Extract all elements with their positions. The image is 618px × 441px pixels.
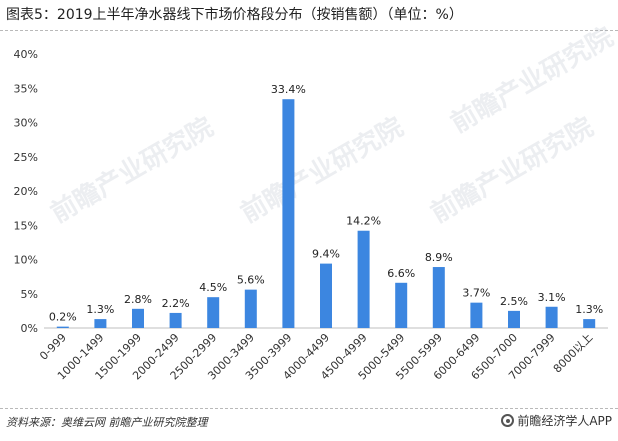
source-note: 资料来源：奥维云网 前瞻产业研究院整理 [6, 416, 208, 429]
y-tick-label: 10% [14, 254, 38, 267]
title-divider [0, 30, 618, 31]
data-label: 5.6% [237, 274, 265, 287]
bar [320, 263, 332, 328]
x-tick-label: 8000以上 [551, 331, 596, 376]
y-tick-label: 0% [21, 322, 38, 335]
data-label: 3.1% [538, 291, 566, 304]
y-tick-label: 30% [14, 117, 38, 130]
data-label: 2.8% [124, 293, 152, 306]
data-label: 6.6% [387, 267, 415, 280]
y-tick-label: 40% [14, 48, 38, 61]
bar [56, 326, 69, 328]
y-tick-label: 5% [21, 288, 38, 301]
data-label: 0.2% [49, 311, 77, 324]
data-label: 1.3% [86, 303, 114, 316]
data-label: 14.2% [346, 215, 381, 228]
y-tick-label: 35% [14, 82, 38, 95]
data-label: 4.5% [199, 281, 227, 294]
footer-divider [0, 408, 618, 409]
publisher-logo: 前瞻经济学人APP [501, 412, 612, 429]
bar [207, 297, 220, 328]
data-label: 1.3% [575, 303, 603, 316]
bar [395, 282, 408, 328]
data-label: 9.4% [312, 248, 340, 261]
y-tick-label: 25% [14, 151, 38, 164]
bar [94, 319, 107, 328]
y-tick-label: 20% [14, 185, 38, 198]
data-label: 8.9% [425, 251, 453, 264]
bar [470, 302, 483, 328]
bar [545, 306, 558, 328]
bar [508, 310, 520, 328]
bar [282, 99, 295, 329]
logo-icon [501, 414, 515, 427]
bar [583, 319, 596, 328]
bar [432, 267, 445, 328]
x-tick-label: 0-999 [37, 331, 69, 363]
chart-title: 图表5：2019上半年净水器线下市场价格段分布（按销售额）（单位：%） [6, 7, 463, 23]
data-label: 3.7% [462, 287, 490, 300]
bar [169, 312, 182, 328]
data-label: 33.4% [271, 83, 306, 96]
data-label: 2.5% [500, 295, 528, 308]
y-tick-label: 15% [14, 219, 38, 232]
bar [244, 289, 257, 328]
data-label: 2.2% [162, 297, 190, 310]
bar [132, 308, 144, 328]
logo-text: 前瞻经济学人APP [517, 414, 612, 428]
bar [357, 230, 370, 328]
